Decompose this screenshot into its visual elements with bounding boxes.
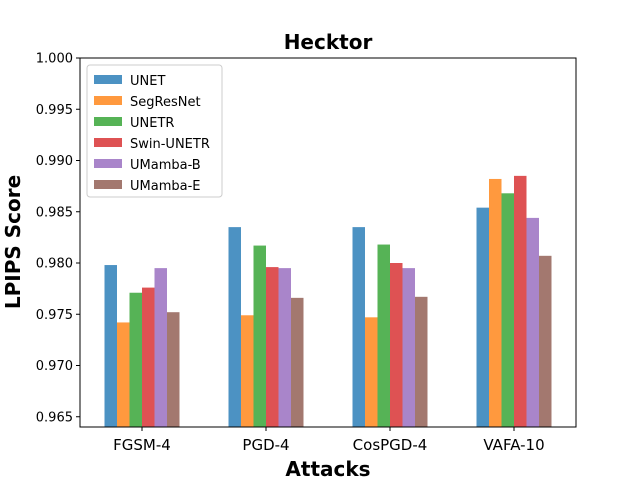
y-tick-label: 0.990 [36,154,73,169]
bar-segresnet-2 [365,317,378,427]
x-tick-label-fgsm-4: FGSM-4 [113,436,171,454]
bar-umamba-b-2 [402,268,415,427]
bar-segresnet-0 [117,322,130,427]
plot-area: 0.965 0.970 0.975 0.980 0.985 0.990 0.995 1.000… [36,52,577,454]
legend-swatch [94,117,122,126]
bar-unetr-0 [129,292,142,427]
bar-swin-unetr-2 [390,263,403,427]
bar-umamba-e-3 [539,255,552,427]
legend-label: SegResNet [130,95,201,110]
legend-label: Swin-UNETR [130,137,210,152]
bar-umamba-b-3 [526,217,539,427]
plot-frame [79,57,577,428]
x-tick-label-cospgd-4: CosPGD-4 [353,436,428,454]
bar-segresnet-3 [489,178,502,427]
y-tick-label: 0.995 [36,103,73,118]
legend-swatch [94,159,122,168]
y-tick-label: 0.980 [36,257,73,272]
bar-swin-unetr-0 [142,287,155,427]
bar-swin-unetr-1 [266,267,279,427]
y-tick-label: 0.985 [36,205,73,220]
x-axis-label: Attacks [285,457,370,480]
y-tick-label: 0.970 [36,359,73,374]
y-axis-label: LPIPS Score [1,175,25,309]
bar-unet-3 [476,207,489,427]
legend-label: UNET [130,74,165,89]
y-tick-label: 0.975 [36,308,73,323]
bar-umamba-e-2 [415,296,428,427]
bar-unet-2 [352,227,365,427]
legend-swatch [94,180,122,189]
bar-umamba-e-0 [167,312,180,427]
bar-unetr-1 [253,245,266,427]
bar-segresnet-1 [241,315,254,427]
legend-label: UNETR [130,116,174,131]
bar-swin-unetr-3 [514,175,527,427]
bar-unet-0 [104,265,117,427]
y-tick-label: 1.000 [36,52,73,67]
bar-umamba-b-1 [278,268,291,427]
legend-label: UMamba-B [130,158,201,173]
x-tick-label-vafa-10: VAFA-10 [483,436,544,454]
bar-unetr-3 [501,193,514,427]
bar-unetr-2 [377,244,390,427]
legend-swatch [94,96,122,105]
y-tick-label: 0.965 [36,410,73,425]
chart-title: Hecktor [284,30,373,54]
bar-unet-1 [228,227,241,427]
legend-label: UMamba-E [130,179,200,194]
bar-umamba-b-0 [154,268,167,427]
legend-swatch [94,138,122,147]
legend-swatch [94,75,122,84]
x-tick-label-pgd-4: PGD-4 [242,436,289,454]
bar-umamba-e-1 [291,297,304,427]
